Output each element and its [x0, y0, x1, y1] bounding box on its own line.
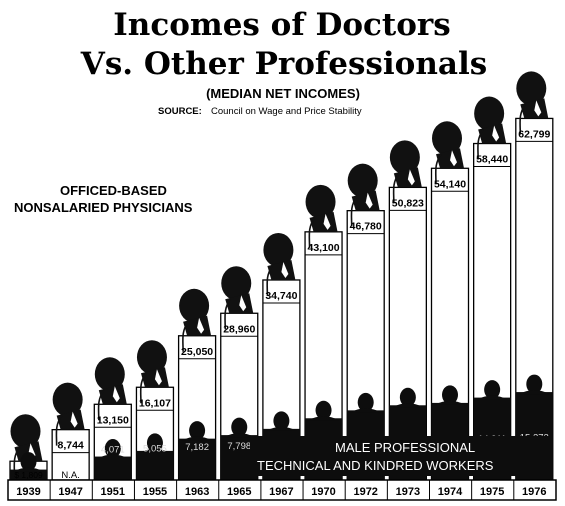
worker-silhouette-icon — [392, 387, 424, 408]
physician-value-label: 16,107 — [139, 397, 171, 409]
doctor-silhouette-icon — [516, 71, 549, 135]
worker-silhouette-icon — [518, 374, 550, 395]
physician-value-label: 46,780 — [350, 221, 382, 233]
doctor-silhouette-icon — [179, 288, 212, 352]
worker-silhouette-icon — [265, 411, 297, 431]
physician-value-label: 8,744 — [58, 440, 84, 452]
physician-value-label: 43,100 — [307, 242, 339, 254]
year-label: 1975 — [480, 486, 504, 498]
doctor-silhouette-icon — [10, 414, 43, 478]
physician-value-label: 54,140 — [434, 178, 466, 190]
physician-value-label: 13,150 — [97, 414, 129, 426]
year-labels: 1939 1947 1951 1955 1963 1965 1967 1970 1972 1973… — [16, 480, 547, 500]
year-label: 1947 — [58, 486, 82, 498]
physician-bar — [51, 429, 90, 481]
doctor-silhouette-icon — [263, 232, 296, 296]
worker-value-label: 7,182 — [185, 442, 209, 453]
worker-value-label: N.A. — [61, 470, 79, 481]
year-label: 1973 — [396, 486, 420, 498]
worker-silhouette-icon — [223, 417, 255, 438]
worker-silhouette-icon — [350, 392, 382, 413]
year-label: 1951 — [101, 486, 125, 498]
workers-label-backdrop — [250, 436, 550, 476]
worker-silhouette-icon — [139, 433, 171, 453]
workers-series-label-line1: MALE PROFESSIONAL — [335, 440, 475, 455]
doctor-silhouette-icon — [347, 163, 380, 227]
worker-bar — [178, 438, 216, 480]
year-axis-box — [7, 479, 557, 501]
year-label: 1976 — [522, 486, 546, 498]
physician-value-label: 62,799 — [518, 128, 550, 140]
year-label: 1965 — [227, 486, 251, 498]
worker-silhouette-icon — [308, 400, 340, 421]
bars-layer: $ 3,262$ 1,8098,744N.A.13,1504,07116,107… — [9, 71, 554, 485]
chart-title-line1: Incomes of Doctors — [113, 7, 450, 43]
worker-value-label: 7,798 — [227, 441, 251, 452]
physicians-series-label-line1: OFFICED-BASED — [60, 183, 167, 198]
physician-value-label: 34,740 — [265, 290, 297, 302]
doctor-silhouette-icon — [305, 184, 338, 248]
year-label: 1967 — [269, 486, 293, 498]
physician-value-label: 25,050 — [181, 346, 213, 358]
worker-value-label: $ 1,809 — [14, 470, 43, 480]
doctor-silhouette-icon — [136, 340, 169, 404]
year-label: 1939 — [16, 486, 40, 498]
worker-silhouette-icon — [97, 439, 129, 459]
worker-bar — [136, 450, 174, 480]
physician-value-label: 28,960 — [223, 323, 255, 335]
worker-silhouette-icon — [476, 380, 508, 400]
doctor-silhouette-icon — [474, 96, 507, 160]
worker-value-label: 4,071 — [101, 445, 125, 456]
physician-value-label: 50,823 — [392, 197, 424, 209]
chart-title-line2: Vs. Other Professionals — [80, 46, 487, 82]
worker-bar — [94, 456, 132, 480]
doctor-silhouette-icon — [221, 266, 254, 330]
worker-silhouette-icon — [434, 385, 466, 405]
year-label: 1974 — [438, 486, 463, 498]
doctor-silhouette-icon — [94, 357, 127, 421]
year-label: 1972 — [353, 486, 377, 498]
physicians-series-label-line2: NONSALARIED PHYSICIANS — [14, 200, 193, 215]
source-label: SOURCE: — [158, 106, 202, 117]
worker-silhouette-icon — [13, 452, 44, 472]
year-label: 1955 — [143, 486, 167, 498]
worker-value-label: 5,055 — [143, 443, 167, 454]
chart-subtitle: (MEDIAN NET INCOMES) — [206, 86, 360, 101]
worker-silhouette-icon — [181, 421, 213, 441]
doctor-silhouette-icon — [389, 140, 422, 204]
workers-series-label-line2: TECHNICAL AND KINDRED WORKERS — [257, 458, 494, 473]
source-text: Council on Wage and Price Stability — [211, 106, 362, 117]
doctor-silhouette-icon — [432, 121, 464, 185]
year-label: 1963 — [185, 486, 209, 498]
worker-bar — [10, 469, 47, 480]
year-label: 1970 — [311, 486, 335, 498]
physician-value-label: 58,440 — [476, 154, 508, 166]
doctor-silhouette-icon — [52, 382, 85, 446]
